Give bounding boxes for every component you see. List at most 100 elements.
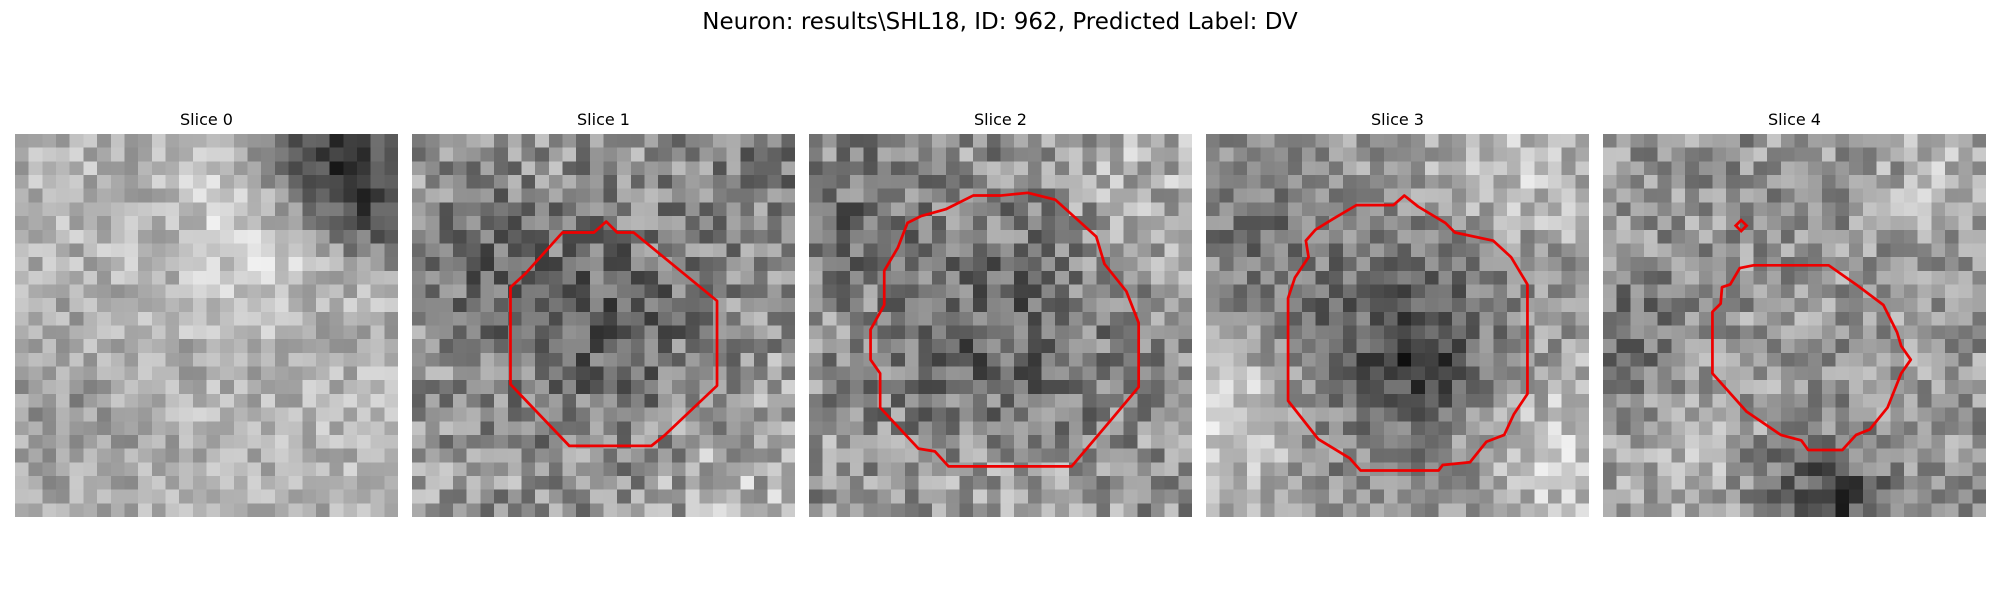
image-pixel: [726, 325, 741, 340]
image-pixel: [83, 243, 98, 258]
image-pixel: [1082, 339, 1097, 354]
image-pixel: [97, 489, 112, 504]
image-pixel: [712, 475, 727, 490]
image-pixel: [315, 503, 330, 517]
image-pixel: [1137, 134, 1152, 148]
image-pixel: [1575, 202, 1589, 217]
image-pixel: [494, 380, 509, 395]
image-pixel: [274, 503, 289, 517]
image-pixel: [617, 366, 632, 381]
image-pixel: [1206, 380, 1220, 395]
image-pixel: [1821, 393, 1836, 408]
image-pixel: [945, 175, 960, 189]
image-pixel: [83, 147, 98, 162]
image-pixel: [507, 188, 522, 203]
image-pixel: [83, 202, 98, 217]
image-pixel: [1465, 339, 1480, 354]
image-pixel: [480, 421, 495, 436]
image-pixel: [945, 380, 960, 395]
image-pixel: [1739, 489, 1754, 504]
image-pixel: [1233, 448, 1248, 463]
image-pixel: [1506, 325, 1521, 340]
image-pixel: [1342, 434, 1357, 449]
image-pixel: [1452, 352, 1467, 367]
image-pixel: [453, 407, 467, 422]
image-pixel: [1000, 175, 1015, 189]
image-pixel: [1890, 352, 1905, 367]
image-pixel: [1288, 448, 1303, 463]
image-pixel: [1315, 284, 1330, 299]
image-pixel: [1452, 161, 1467, 176]
image-pixel: [1288, 339, 1303, 354]
image-pixel: [1356, 311, 1371, 326]
image-pixel: [986, 243, 1001, 258]
image-pixel: [1329, 147, 1344, 162]
image-pixel: [740, 229, 755, 244]
image-pixel: [1561, 188, 1576, 203]
image-pixel: [466, 188, 481, 203]
image-pixel: [1506, 270, 1521, 285]
image-pixel: [1739, 147, 1754, 162]
image-pixel: [453, 243, 467, 258]
image-pixel: [1671, 161, 1686, 176]
image-pixel: [1671, 352, 1686, 367]
image-pixel: [56, 503, 70, 517]
image-pixel: [1014, 270, 1029, 285]
image-pixel: [165, 257, 180, 272]
image-pixel: [425, 147, 440, 162]
image-pixel: [1164, 434, 1179, 449]
image-pixel: [1931, 243, 1946, 258]
image-pixel: [1685, 311, 1700, 326]
image-pixel: [781, 503, 795, 517]
image-pixel: [535, 175, 550, 189]
image-pixel: [97, 243, 112, 258]
image-pixel: [1274, 503, 1289, 517]
image-pixel: [1739, 448, 1754, 463]
image-pixel: [1862, 462, 1877, 477]
image-pixel: [439, 147, 454, 162]
image-pixel: [1780, 352, 1795, 367]
image-pixel: [1274, 407, 1289, 422]
image-pixel: [850, 311, 864, 326]
image-pixel: [1767, 462, 1782, 477]
image-pixel: [138, 421, 153, 436]
image-pixel: [1685, 243, 1700, 258]
image-pixel: [165, 298, 180, 313]
image-pixel: [1561, 462, 1576, 477]
image-pixel: [315, 434, 330, 449]
image-pixel: [1370, 175, 1385, 189]
image-pixel: [274, 311, 289, 326]
image-pixel: [809, 243, 823, 258]
image-pixel: [809, 489, 823, 504]
image-pixel: [1780, 325, 1795, 340]
image-pixel: [1506, 434, 1521, 449]
image-pixel: [1411, 448, 1426, 463]
image-pixel: [1465, 366, 1480, 381]
image-pixel: [453, 284, 467, 299]
image-pixel: [261, 475, 276, 490]
image-pixel: [576, 161, 591, 176]
image-pixel: [1547, 134, 1562, 148]
image-pixel: [1753, 352, 1768, 367]
image-pixel: [412, 175, 426, 189]
image-pixel: [973, 366, 988, 381]
image-pixel: [425, 325, 440, 340]
image-pixel: [699, 202, 714, 217]
image-pixel: [356, 366, 371, 381]
image-pixel: [1739, 284, 1754, 299]
image-pixel: [1014, 161, 1029, 176]
image-pixel: [1876, 339, 1891, 354]
image-pixel: [1931, 352, 1946, 367]
image-pixel: [1931, 325, 1946, 340]
image-pixel: [233, 325, 248, 340]
image-pixel: [261, 202, 276, 217]
image-pixel: [767, 243, 782, 258]
image-pixel: [740, 462, 755, 477]
image-pixel: [726, 311, 741, 326]
image-pixel: [1739, 325, 1754, 340]
image-pixel: [644, 229, 659, 244]
image-pixel: [1109, 339, 1124, 354]
image-pixel: [986, 407, 1001, 422]
image-pixel: [1109, 475, 1124, 490]
image-pixel: [1274, 147, 1289, 162]
